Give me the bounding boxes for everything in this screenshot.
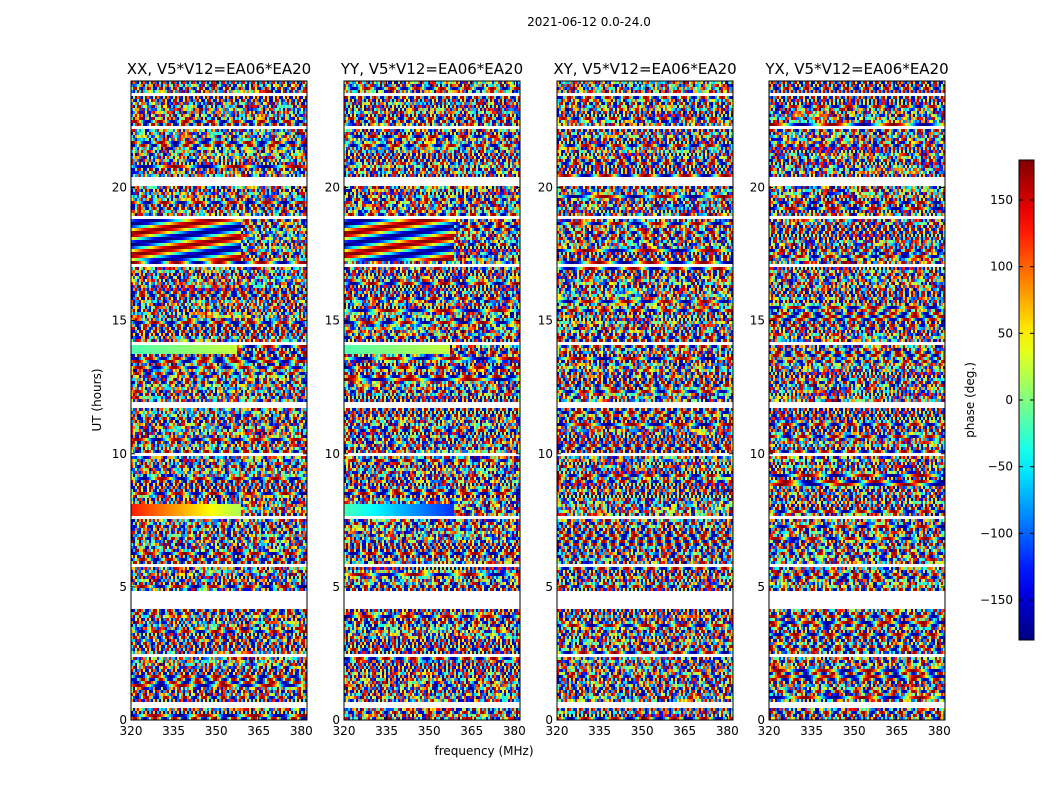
x-tick-label: 365 bbox=[673, 724, 696, 738]
colorbar-tick-label: 100 bbox=[990, 260, 1013, 274]
x-tick-label: 335 bbox=[588, 724, 611, 738]
x-tick-label: 335 bbox=[800, 724, 823, 738]
panel-3: XY, V5*V12=EA06*EA20 320 335 350 365 380 0 5 10 1… bbox=[538, 60, 739, 738]
y-tick-label: 5 bbox=[757, 580, 765, 594]
y-tick-label: 15 bbox=[325, 314, 340, 328]
y-tick-label: 10 bbox=[325, 447, 340, 461]
x-tick-label: 350 bbox=[631, 724, 654, 738]
y-tick-label: 20 bbox=[112, 181, 127, 195]
panel-4: YX, V5*V12=EA06*EA20 320 335 350 365 380 0 5 10 1… bbox=[750, 60, 951, 738]
y-tick-label: 5 bbox=[332, 580, 340, 594]
panel-frame bbox=[343, 80, 521, 721]
panel-2: YY, V5*V12=EA06*EA20 320 335 350 365 380 0 5 10 1… bbox=[325, 60, 526, 738]
x-tick-label: 335 bbox=[375, 724, 398, 738]
x-tick-label: 380 bbox=[716, 724, 739, 738]
y-tick-label: 0 bbox=[545, 713, 553, 727]
y-tick-label: 0 bbox=[119, 713, 127, 727]
x-tick-label: 320 bbox=[120, 724, 143, 738]
y-tick-label: 20 bbox=[325, 181, 340, 195]
x-tick-label: 350 bbox=[843, 724, 866, 738]
colorbar-label: phase (deg.) bbox=[963, 362, 977, 438]
panel-title: YY, V5*V12=EA06*EA20 bbox=[340, 60, 523, 78]
panel-title: YX, V5*V12=EA06*EA20 bbox=[764, 60, 948, 78]
colorbar-tick-label: 0 bbox=[1005, 393, 1013, 407]
x-tick-label: 365 bbox=[885, 724, 908, 738]
x-axis-label: frequency (MHz) bbox=[434, 744, 533, 758]
colorbar-tick-label: −50 bbox=[988, 460, 1013, 474]
x-tick-label: 380 bbox=[503, 724, 526, 738]
colorbar-tick-label: 50 bbox=[998, 326, 1013, 340]
x-tick-label: 350 bbox=[205, 724, 228, 738]
panel-frame bbox=[768, 80, 946, 721]
y-tick-label: 0 bbox=[332, 713, 340, 727]
y-tick-label: 20 bbox=[750, 181, 765, 195]
y-tick-label: 15 bbox=[750, 314, 765, 328]
colorbar: −150 −100 −50 0 50 100 150 bbox=[980, 159, 1035, 641]
colorbar-tick-label: 150 bbox=[990, 193, 1013, 207]
heatmap-image bbox=[344, 81, 520, 720]
x-tick-label: 320 bbox=[546, 724, 569, 738]
colorbar-tick-label: −150 bbox=[980, 593, 1013, 607]
y-tick-label: 10 bbox=[750, 447, 765, 461]
heatmap-image bbox=[131, 81, 307, 720]
panel-frame bbox=[130, 80, 308, 721]
heatmap-image bbox=[769, 81, 945, 720]
y-tick-label: 15 bbox=[538, 314, 553, 328]
x-tick-label: 365 bbox=[247, 724, 270, 738]
panel-title: XY, V5*V12=EA06*EA20 bbox=[553, 60, 736, 78]
x-tick-label: 380 bbox=[928, 724, 951, 738]
y-tick-label: 5 bbox=[119, 580, 127, 594]
panel-1: XX, V5*V12=EA06*EA20 320 335 350 365 380 0 5 10 1… bbox=[112, 60, 313, 738]
y-tick-label: 5 bbox=[545, 580, 553, 594]
x-tick-label: 335 bbox=[162, 724, 185, 738]
x-tick-label: 320 bbox=[758, 724, 781, 738]
colorbar-tick-label: −100 bbox=[980, 526, 1013, 540]
y-tick-label: 10 bbox=[538, 447, 553, 461]
panels: XX, V5*V12=EA06*EA20 320 335 350 365 380 0 5 10 1… bbox=[112, 60, 951, 738]
panel-title: XX, V5*V12=EA06*EA20 bbox=[127, 60, 311, 78]
heatmap-image bbox=[557, 81, 733, 720]
y-tick-label: 20 bbox=[538, 181, 553, 195]
panel-frame bbox=[556, 80, 734, 721]
y-tick-label: 0 bbox=[757, 713, 765, 727]
x-tick-label: 380 bbox=[290, 724, 313, 738]
figure-suptitle: 2021-06-12 0.0-24.0 bbox=[527, 15, 651, 29]
x-tick-label: 365 bbox=[460, 724, 483, 738]
y-tick-label: 15 bbox=[112, 314, 127, 328]
y-tick-label: 10 bbox=[112, 447, 127, 461]
x-tick-label: 320 bbox=[333, 724, 356, 738]
y-axis-label: UT (hours) bbox=[90, 368, 104, 431]
x-tick-label: 350 bbox=[418, 724, 441, 738]
